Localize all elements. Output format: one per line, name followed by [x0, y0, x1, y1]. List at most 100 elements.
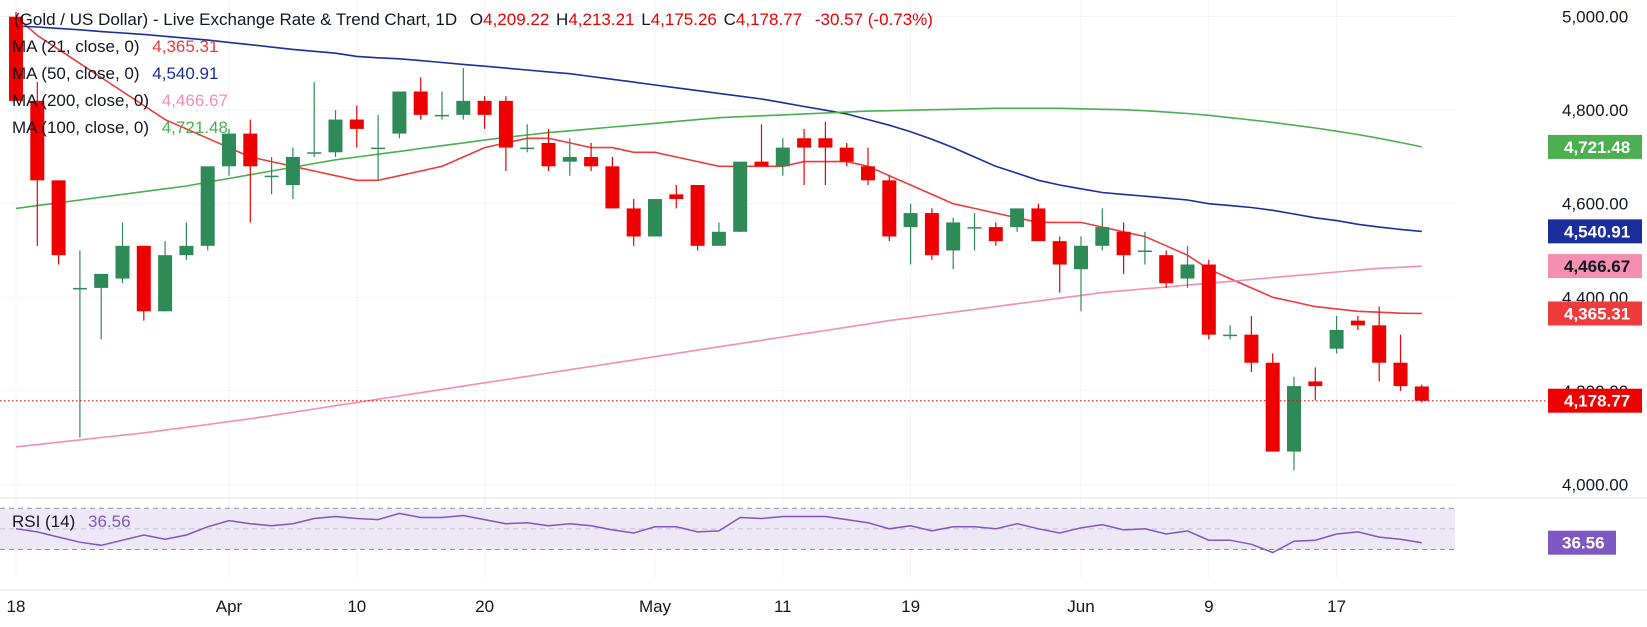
ma21-tag-label: 4,365.31	[1564, 304, 1630, 323]
rsi-name: RSI (14)	[12, 512, 76, 531]
legend-ma100[interactable]: MA (100, close, 0) 4,721.48	[12, 114, 933, 141]
candle-body	[498, 100, 513, 148]
candle-body	[1180, 264, 1195, 279]
ma200-tag	[1548, 254, 1642, 279]
candle-body	[1223, 334, 1238, 337]
rsi-value: 36.56	[88, 512, 131, 531]
candle-body	[94, 273, 109, 288]
candle-body	[307, 152, 322, 154]
ma21-value: 4,365.31	[152, 37, 219, 56]
candle-body	[1031, 208, 1046, 242]
candle-body	[1393, 362, 1408, 387]
ma50-tag-label: 4,540.91	[1564, 222, 1630, 241]
candle-body	[797, 138, 812, 148]
change-value: -30.57 (-0.73%)	[814, 10, 933, 29]
x-tick-label: 11	[774, 597, 792, 616]
x-tick-label: 9	[1204, 597, 1213, 616]
ma200-tag-label: 4,466.67	[1564, 257, 1630, 276]
candle-body	[51, 180, 66, 256]
candle-body	[243, 133, 258, 167]
candle-body	[605, 166, 620, 209]
candle-body	[371, 147, 386, 150]
candle-body	[1308, 381, 1323, 387]
candle-body	[861, 166, 875, 181]
candle-body	[9, 16, 23, 101]
rsi-value-tag	[1548, 530, 1616, 555]
legend-ma50[interactable]: MA (50, close, 0) 4,540.91	[12, 60, 933, 87]
candle-body	[264, 175, 279, 178]
candle-body	[72, 287, 87, 290]
candle-body	[158, 255, 173, 312]
candle-body	[1372, 325, 1387, 363]
x-tick-label: 10	[347, 597, 366, 616]
candle-body	[584, 156, 599, 167]
candle-body	[711, 231, 726, 246]
candle-body	[222, 133, 236, 167]
open-value: 4,209.22	[483, 10, 550, 29]
ma200-value: 4,466.67	[161, 91, 228, 110]
candle-body	[477, 100, 492, 115]
x-tick-label: 17	[1327, 597, 1346, 616]
candle-body	[648, 199, 662, 237]
y-tick-label: 5,000.00	[1562, 8, 1628, 27]
candle-body	[1116, 231, 1131, 256]
candle-body	[1265, 362, 1280, 452]
last-price-tag	[1548, 388, 1642, 413]
legend-ma21[interactable]: MA (21, close, 0) 4,365.31	[12, 33, 933, 60]
candle-body	[988, 227, 1003, 242]
candle-body	[924, 213, 939, 256]
series-line-ma50	[15, 25, 1422, 233]
ma21-name: MA (21, close, 0)	[12, 37, 140, 56]
candle-body	[669, 194, 684, 200]
candle-body	[1350, 320, 1365, 326]
candle-body	[903, 213, 918, 228]
y-tick-label: 4,600.00	[1562, 195, 1628, 214]
y-tick-label: 4,000.00	[1562, 475, 1628, 494]
ma100-tag-label: 4,721.48	[1564, 138, 1630, 157]
low-label: L	[641, 10, 651, 29]
candle-body	[349, 119, 364, 129]
candle-body	[1329, 329, 1344, 349]
candle-body	[1159, 255, 1174, 284]
chart-legend: (Gold / US Dollar) - Live Exchange Rate …	[12, 6, 933, 141]
last-price-tag-label: 4,178.77	[1564, 392, 1630, 411]
close-value: 4,178.77	[735, 10, 803, 29]
ma50-value: 4,540.91	[152, 64, 219, 83]
candle-body	[136, 245, 151, 312]
candle-body	[839, 147, 854, 162]
candle-body	[392, 91, 407, 134]
candle-body	[328, 119, 343, 153]
rsi-legend[interactable]: RSI (14) 36.56	[12, 512, 131, 532]
close-label: C	[723, 10, 736, 29]
chart-title: (Gold / US Dollar) - Live Exchange Rate …	[14, 10, 458, 29]
rsi-band	[0, 508, 1455, 550]
x-tick-label: 19	[901, 597, 920, 616]
candle-body	[626, 208, 641, 237]
candle-body	[690, 185, 705, 246]
candle-body	[435, 114, 449, 117]
candle-body	[1095, 227, 1110, 246]
ma100-value: 4,721.48	[161, 118, 228, 137]
high-label: H	[556, 10, 569, 29]
candle-body	[967, 227, 982, 229]
ma50-tag	[1548, 219, 1642, 244]
candle-body	[1074, 245, 1088, 270]
x-tick-label: May	[639, 597, 672, 616]
candle-body	[775, 147, 790, 167]
open-label: O	[469, 10, 484, 29]
candle-body	[733, 161, 748, 232]
ma100-tag	[1548, 134, 1642, 159]
candle-body	[115, 245, 130, 279]
candle-body	[1244, 334, 1259, 363]
candle-body	[179, 245, 194, 256]
candle-body	[1201, 264, 1216, 335]
high-value: 4,213.21	[568, 10, 635, 29]
legend-ma200[interactable]: MA (200, close, 0) 4,466.67	[12, 87, 933, 114]
candle-body	[541, 142, 556, 167]
ma100-name: MA (100, close, 0)	[12, 118, 150, 137]
candle-body	[1010, 208, 1025, 228]
candle-body	[754, 161, 769, 167]
candle-body	[1137, 250, 1152, 252]
rsi-line	[15, 512, 1422, 554]
rsi-value-tag-label: 36.56	[1562, 534, 1605, 553]
